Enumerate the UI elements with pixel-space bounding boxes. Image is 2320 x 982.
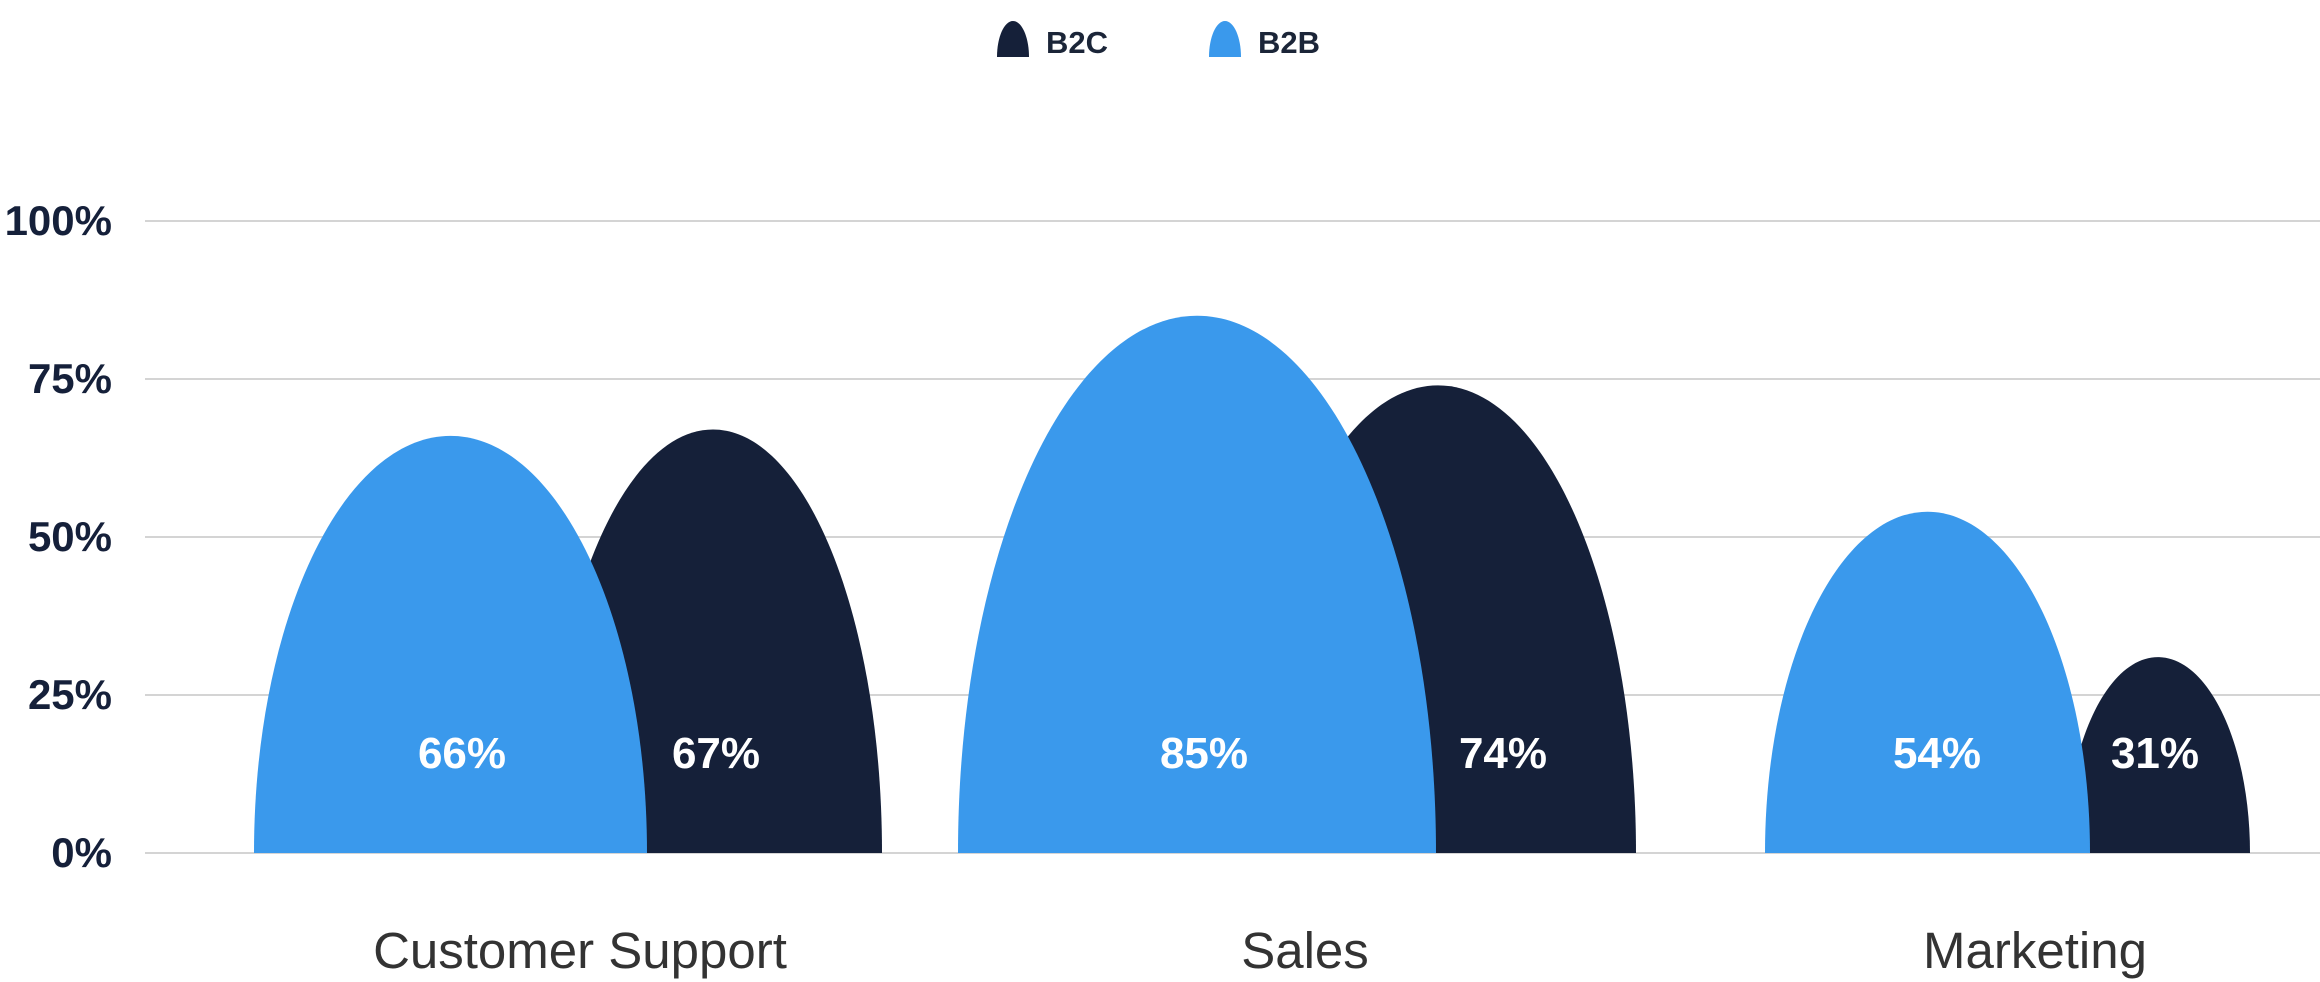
data-label-b2c-marketing: 31% [2111, 729, 2199, 778]
data-label-b2c-customer-support: 67% [672, 729, 760, 778]
y-tick-label: 50% [28, 513, 112, 560]
legend-marker-b2c [997, 21, 1029, 57]
x-tick-label: Marketing [1923, 922, 2147, 979]
data-label-b2c-sales: 74% [1459, 729, 1547, 778]
bar-b2b-sales [958, 315, 1436, 853]
y-tick-label: 100% [5, 197, 112, 244]
y-tick-label: 25% [28, 671, 112, 718]
data-labels: 66% 67% 85% 74% 54% 31% [418, 729, 2199, 778]
legend: B2C B2B [997, 21, 1320, 60]
legend-label-b2b: B2B [1258, 25, 1320, 60]
y-tick-label: 75% [28, 355, 112, 402]
x-tick-label: Customer Support [373, 922, 787, 979]
data-label-b2b-marketing: 54% [1893, 729, 1981, 778]
data-label-b2b-sales: 85% [1160, 729, 1248, 778]
data-label-b2b-customer-support: 66% [418, 729, 506, 778]
bar-b2b-marketing [1765, 511, 2090, 853]
bars [254, 315, 2250, 853]
bar-b2b-customer-support [254, 435, 647, 853]
legend-marker-b2b [1209, 21, 1241, 57]
y-tick-label: 0% [51, 829, 112, 876]
x-axis-ticks: Customer Support Sales Marketing [373, 922, 2147, 979]
y-axis-ticks: 0% 25% 50% 75% 100% [5, 197, 112, 876]
legend-label-b2c: B2C [1046, 25, 1108, 60]
bar-b2c-marketing [2066, 657, 2250, 853]
x-tick-label: Sales [1241, 922, 1369, 979]
